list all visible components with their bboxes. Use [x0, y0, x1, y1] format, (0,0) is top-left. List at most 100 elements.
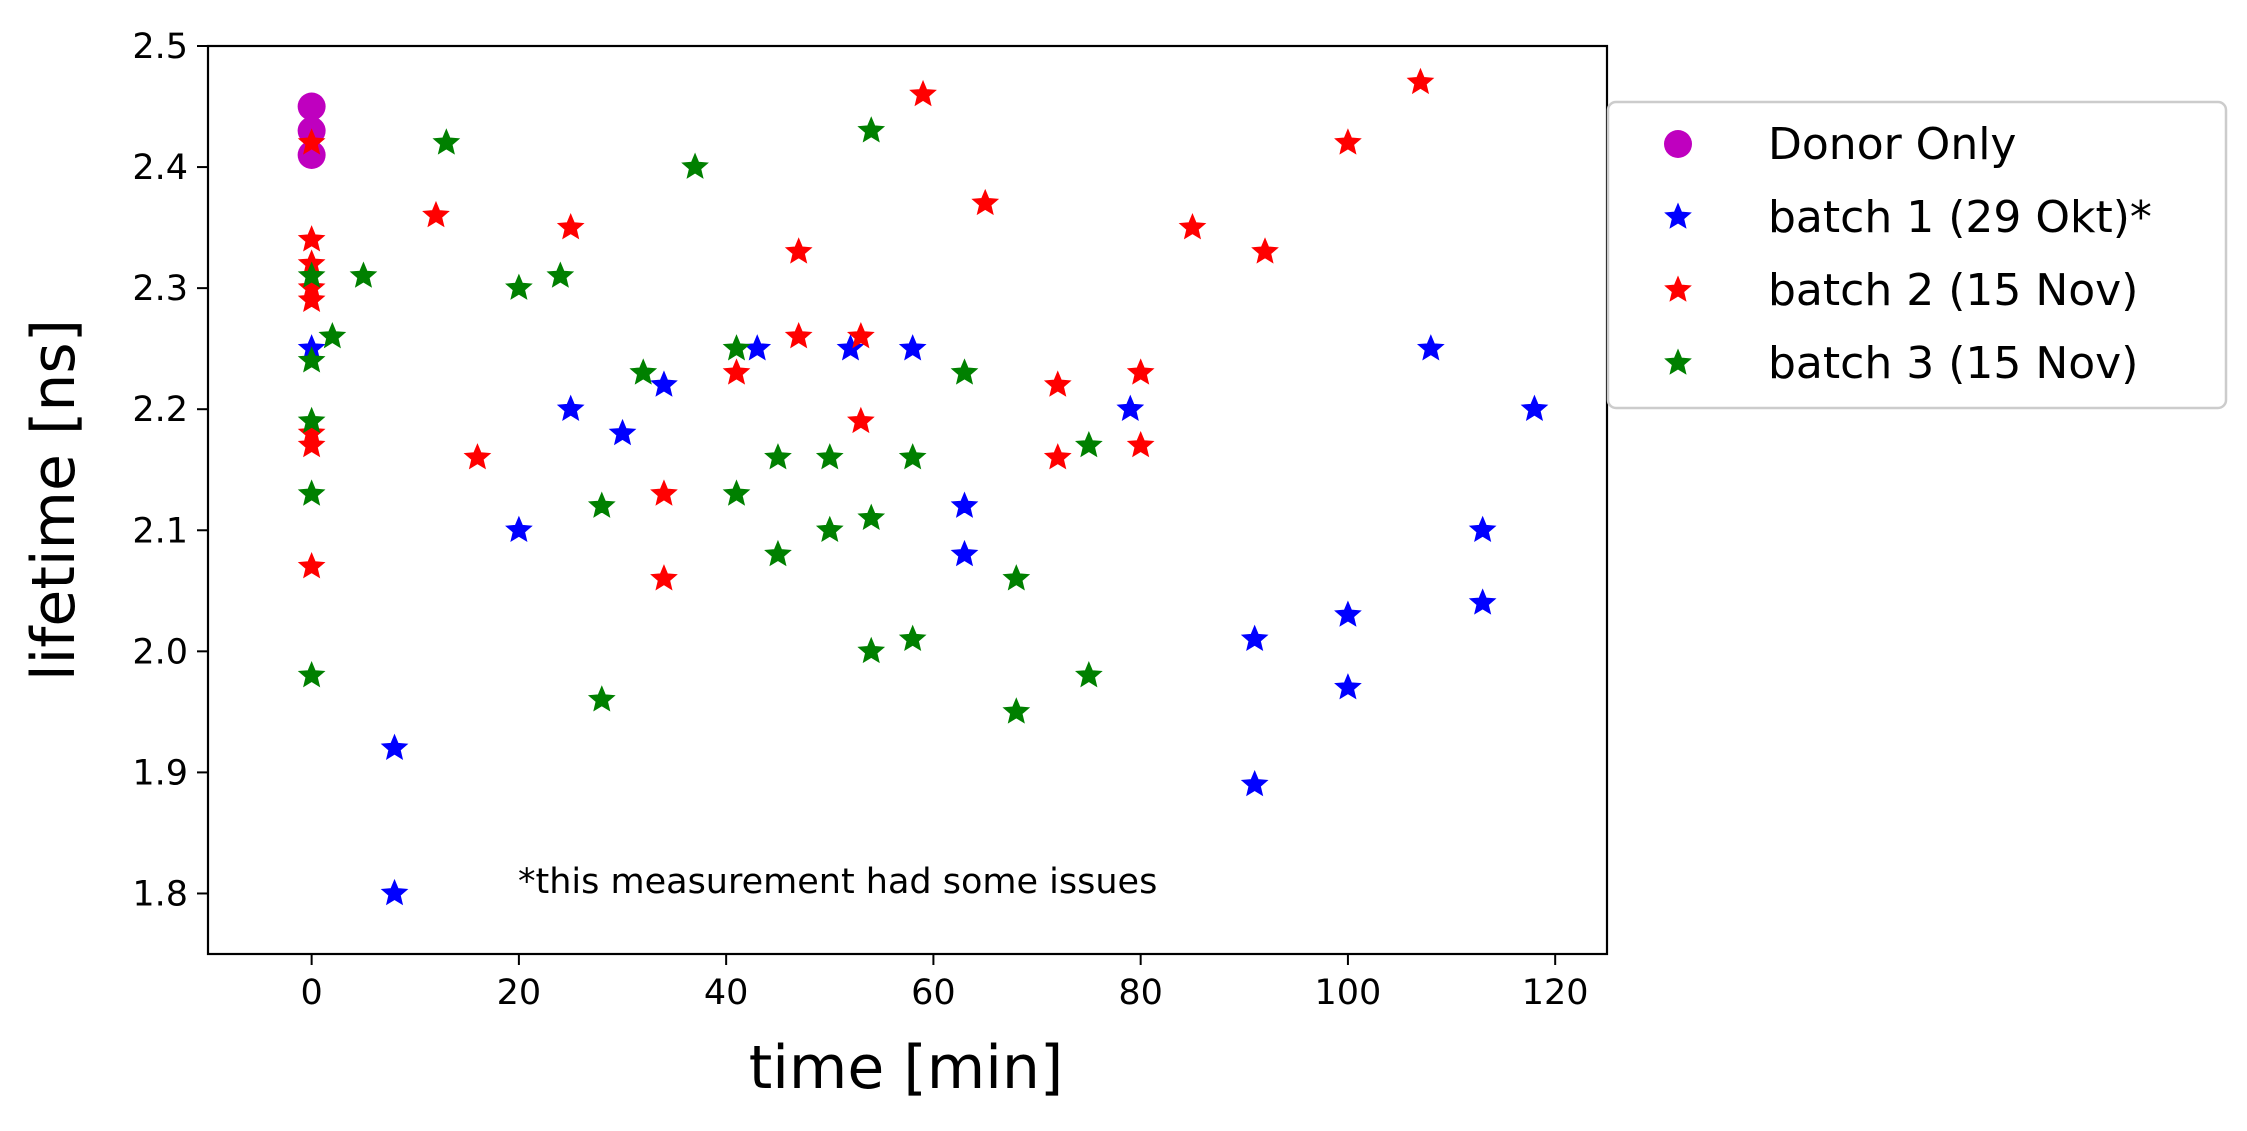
- data-point: [1334, 128, 1362, 155]
- data-point: [1178, 213, 1207, 240]
- data-point: [1468, 515, 1497, 543]
- data-point: [681, 152, 709, 179]
- data-point: [1468, 588, 1497, 615]
- data-point: [546, 261, 575, 288]
- data-point: [898, 624, 927, 652]
- data-point: [722, 479, 751, 506]
- data-point: [1126, 358, 1155, 385]
- data-point: [764, 443, 792, 470]
- data-point: [380, 733, 409, 760]
- series-2: [297, 67, 1435, 591]
- data-point: [349, 261, 378, 288]
- data-point: [650, 479, 678, 506]
- legend-label-3: batch 3 (15 Nov): [1768, 338, 2138, 389]
- data-point: [836, 334, 865, 361]
- data-point: [950, 491, 979, 518]
- data-point: [857, 636, 886, 664]
- data-point: [297, 225, 326, 252]
- data-point: [1240, 769, 1269, 797]
- y-tick-label: 1.8: [132, 874, 188, 914]
- data-point: [1251, 237, 1279, 264]
- legend-label-0: Donor Only: [1768, 119, 2016, 170]
- y-tick-label: 2.2: [132, 390, 188, 430]
- x-tick-label: 0: [300, 973, 322, 1013]
- data-point: [297, 285, 326, 313]
- data-point: [971, 188, 1000, 216]
- data-point: [297, 660, 326, 688]
- data-point: [463, 443, 492, 470]
- legend-label-2: batch 2 (15 Nov): [1768, 265, 2138, 316]
- data-point: [1406, 67, 1435, 95]
- data-point: [650, 564, 678, 591]
- legend-marker-3: [1664, 348, 1692, 375]
- data-point: [784, 237, 813, 264]
- data-point: [1075, 660, 1103, 688]
- plot-area: [206, 44, 1609, 956]
- data-point: [1075, 430, 1103, 458]
- series-1: [297, 334, 1549, 906]
- data-point: [1334, 673, 1362, 700]
- data-point: [505, 515, 533, 543]
- x-tick-label: 100: [1315, 973, 1382, 1013]
- data-point: [505, 273, 533, 300]
- data-point: [1416, 334, 1445, 361]
- x-tick-label: 120: [1522, 973, 1589, 1013]
- data-point: [297, 430, 326, 458]
- data-point: [722, 334, 751, 361]
- data-point: [815, 443, 844, 470]
- y-tick-label: 1.9: [132, 753, 188, 793]
- y-tick-label: 2.3: [132, 269, 188, 309]
- data-point: [297, 406, 326, 434]
- y-axis-title: lifetime [ns]: [19, 319, 89, 681]
- legend-box: [1606, 100, 2228, 410]
- data-point: [587, 491, 616, 518]
- axes-frame: [206, 44, 1609, 956]
- y-tick-label: 2.4: [132, 148, 188, 188]
- data-point: [297, 140, 326, 169]
- data-point: [587, 685, 616, 712]
- data-point: [432, 128, 461, 155]
- data-point: [898, 334, 927, 361]
- data-point: [898, 443, 927, 470]
- data-point: [815, 515, 844, 543]
- data-point: [1043, 443, 1072, 470]
- legend: Donor Only batch 1 (29 Okt)* batch 2 (15 N…: [1606, 100, 2228, 410]
- data-point: [950, 539, 979, 567]
- data-point: [857, 503, 886, 530]
- data-point: [297, 92, 326, 121]
- data-point: [422, 200, 450, 228]
- x-tick-label: 20: [497, 973, 542, 1013]
- data-point: [556, 213, 585, 240]
- data-point: [1126, 430, 1155, 458]
- data-point: [764, 539, 792, 567]
- data-point: [629, 358, 658, 385]
- data-point: [608, 418, 637, 446]
- series-3: [297, 116, 1103, 724]
- data-point: [722, 358, 751, 385]
- legend-marker-1: [1664, 202, 1692, 229]
- data-point: [297, 479, 326, 506]
- data-point: [297, 346, 326, 373]
- data-point: [1043, 370, 1072, 397]
- chart-annotation: *this measurement had some issues: [518, 862, 1157, 902]
- data-point: [556, 394, 585, 421]
- legend-marker-0: [1664, 130, 1692, 158]
- data-point: [1116, 394, 1145, 421]
- x-tick-label: 40: [704, 973, 749, 1013]
- data-point: [1240, 624, 1269, 652]
- data-point: [650, 370, 678, 397]
- data-point: [909, 79, 937, 107]
- data-point: [380, 878, 409, 906]
- x-tick-label: 60: [911, 973, 956, 1013]
- data-point: [1002, 697, 1031, 724]
- legend-label-1: batch 1 (29 Okt)*: [1768, 192, 2152, 243]
- data-point: [847, 321, 875, 349]
- data-point: [743, 334, 772, 361]
- data-point: [297, 261, 326, 288]
- data-point: [950, 358, 979, 385]
- y-tick-label: 2.0: [132, 632, 188, 672]
- data-point: [1520, 394, 1549, 421]
- data-point: [1334, 600, 1362, 627]
- axis-ticks: 0 20 40 60 80 100 120 1.8 1.9 2.0 2.1 2.2 2.3 2.4 2.5: [132, 27, 1588, 1013]
- y-tick-label: 2.5: [132, 27, 188, 67]
